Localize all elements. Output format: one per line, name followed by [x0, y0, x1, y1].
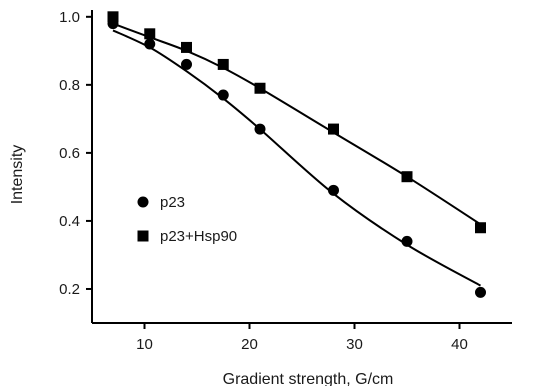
data-point-square [107, 11, 119, 23]
data-point-circle [217, 89, 229, 101]
y-tick-label: 0.4 [59, 213, 80, 230]
data-point-square [254, 82, 266, 94]
data-point-square [401, 171, 413, 183]
legend: p23 p23+Hsp90 [137, 194, 237, 245]
x-axis-title: Gradient strength, G/cm [223, 371, 394, 386]
axes [91, 10, 512, 324]
y-tick-label: 0.8 [59, 77, 80, 94]
x-tick-label: 40 [451, 336, 468, 353]
x-tick-label: 20 [241, 336, 258, 353]
data-point-circle [144, 38, 156, 50]
fit-curves [112, 22, 482, 287]
y-tick-label: 1.0 [59, 9, 80, 26]
data-point-circle [328, 184, 339, 196]
ticks: 10 20 30 40 0.2 0.4 0.6 0.8 1.0 [59, 9, 468, 353]
data-point-square [475, 222, 486, 234]
x-tick-label: 10 [136, 336, 153, 353]
legend-label: p23 [160, 194, 185, 211]
data-point-square [328, 123, 339, 135]
legend-marker-circle [137, 196, 149, 208]
data-point-square [181, 41, 192, 53]
data-point-square [217, 58, 229, 70]
y-axis-title: Intensity [9, 145, 26, 205]
y-tick-label: 0.2 [59, 281, 80, 298]
data-point-circle [401, 235, 413, 247]
fit-curve-series-1 [112, 29, 481, 287]
data-point-circle [181, 58, 192, 70]
y-tick-label: 0.6 [59, 145, 80, 162]
data-point-circle [475, 286, 486, 298]
legend-marker-square [137, 230, 149, 242]
data-points [107, 11, 486, 298]
data-point-circle [254, 123, 266, 135]
legend-label: p23+Hsp90 [160, 228, 237, 245]
data-point-square [144, 28, 156, 40]
x-tick-label: 30 [346, 336, 363, 353]
